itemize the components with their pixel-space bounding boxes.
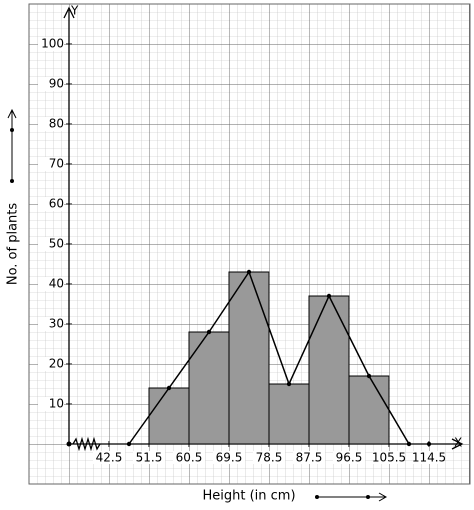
x-tick-label: 87.5 (296, 451, 323, 465)
x-tick-label: 51.5 (136, 451, 163, 465)
bar (148, 387, 190, 445)
bar (268, 383, 310, 445)
arrow-dot (315, 495, 319, 499)
y-tick-label: 10 (49, 397, 64, 411)
label-bg (38, 77, 64, 91)
label-bg (38, 37, 64, 51)
x-end-dot (426, 441, 432, 447)
polygon-point (366, 373, 372, 379)
y-tick-label: 80 (49, 117, 64, 131)
y-arrow (63, 6, 75, 19)
x-tick-label: 96.5 (336, 451, 363, 465)
bar (348, 375, 390, 445)
x-tick-label: 60.5 (176, 451, 203, 465)
polygon-point (246, 269, 252, 275)
y-tick-label: 50 (49, 237, 64, 251)
x-arrow (451, 438, 464, 450)
y-tick-label: 70 (49, 157, 64, 171)
polygon-point (166, 385, 172, 391)
frequency-polygon (128, 270, 410, 445)
label-bg (38, 117, 64, 131)
label-bg (213, 451, 245, 464)
label-bg (173, 451, 205, 464)
label-bg (38, 317, 64, 331)
label-bg (133, 451, 165, 464)
bar (188, 331, 230, 445)
y-tick-label: 20 (49, 357, 64, 371)
label-bg (293, 451, 325, 464)
y-label-arrowhead (7, 108, 17, 119)
y-tick-label: 90 (49, 77, 64, 91)
arrow-dot (366, 495, 370, 499)
polygon-point (126, 441, 132, 447)
x-tick-label: 114.5 (412, 451, 446, 465)
y-axis-label: No. of plants (6, 203, 21, 286)
label-bg (38, 397, 64, 411)
y-tick-label: 60 (49, 197, 64, 211)
x-label-arrowhead (378, 492, 388, 502)
label-bg (373, 451, 405, 464)
polygon-point (406, 441, 412, 447)
label-bg (38, 237, 64, 251)
polygon-point (286, 381, 292, 387)
origin-dot (66, 441, 72, 447)
polygon-point (206, 329, 212, 335)
x-axis-name: X (454, 436, 462, 450)
bar (228, 271, 270, 445)
y-tick-label: 100 (41, 37, 64, 51)
x-tick-label: 42.5 (96, 451, 123, 465)
x-tick-label: 78.5 (256, 451, 283, 465)
bar (308, 295, 350, 445)
y-tick-label: 30 (49, 317, 64, 331)
label-bg (93, 451, 125, 464)
label-bg (333, 451, 365, 464)
label-bg (413, 451, 445, 464)
label-bg (38, 157, 64, 171)
x-axis-label: Height (in cm) (202, 489, 295, 504)
label-bg (38, 197, 64, 211)
axis-break (72, 436, 101, 452)
y-axis-name: Y (70, 4, 79, 18)
arrow-dot (10, 179, 14, 183)
label-bg (253, 451, 285, 464)
x-tick-label: 105.5 (372, 451, 406, 465)
label-bg (38, 357, 64, 371)
label-bg (38, 277, 64, 291)
polygon-point (326, 293, 332, 299)
x-tick-label: 69.5 (216, 451, 243, 465)
y-tick-label: 40 (49, 277, 64, 291)
arrow-dot (10, 128, 14, 132)
